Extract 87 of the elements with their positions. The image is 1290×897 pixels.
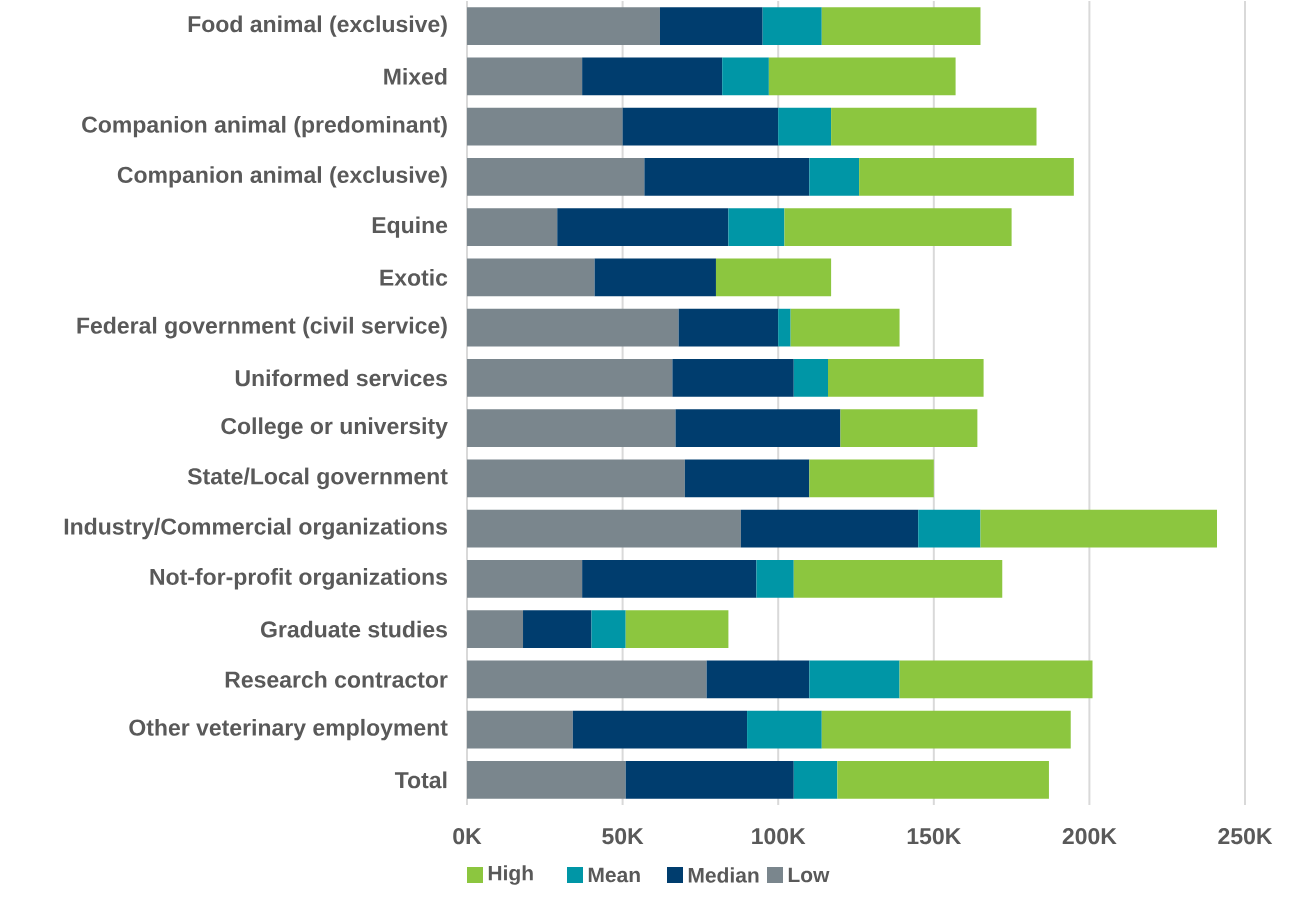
bar	[467, 359, 673, 397]
bar	[809, 660, 900, 699]
bar	[582, 560, 757, 598]
bar	[684, 459, 810, 498]
y-tick-label: Food animal (exclusive)	[188, 15, 447, 37]
y-tick-label: Equine	[372, 216, 448, 238]
bar	[582, 57, 723, 96]
bar	[622, 107, 779, 146]
bar	[809, 459, 934, 498]
x-tick-label: 100K	[752, 828, 806, 845]
bar	[722, 57, 769, 96]
bar	[557, 208, 729, 246]
bar	[828, 359, 984, 397]
x-tick-label: 200K	[1062, 828, 1117, 845]
bar	[778, 308, 791, 347]
bar	[467, 7, 660, 45]
bar	[793, 359, 828, 397]
x-tick-label: 250K	[1218, 828, 1273, 845]
bar	[793, 761, 838, 799]
x-tick-label: 0K	[453, 828, 482, 845]
y-tick-label: Exotic	[380, 268, 448, 286]
bar	[467, 509, 741, 548]
legend-label: Mean	[588, 867, 640, 883]
bar	[523, 610, 592, 648]
bar	[644, 158, 810, 196]
y-tick-label: College or university	[221, 417, 448, 439]
bar	[840, 409, 978, 447]
bar	[467, 660, 707, 699]
bar	[980, 509, 1217, 548]
y-tick-label: Graduate studies	[260, 620, 447, 638]
bar	[793, 560, 1003, 598]
bar	[918, 509, 981, 548]
bar	[899, 660, 1093, 699]
bar	[747, 710, 822, 749]
y-tick-label: Mixed	[384, 67, 447, 85]
bar	[790, 308, 900, 347]
bar	[837, 761, 1049, 799]
x-tick-label: 150K	[907, 828, 962, 845]
bar	[756, 560, 794, 598]
x-tick-label: 50K	[602, 828, 644, 845]
bar	[625, 761, 794, 799]
bar	[831, 107, 1037, 146]
y-tick-label: Uniformed services	[235, 369, 447, 387]
bar	[778, 107, 832, 146]
bar	[821, 7, 981, 45]
bar	[672, 359, 794, 397]
y-tick-label: Federal government (civil service)	[77, 316, 447, 339]
y-tick-label: Companion animal (exclusive)	[117, 166, 447, 188]
y-tick-label: Not-for-profit organizations	[150, 568, 447, 590]
bar	[740, 509, 919, 548]
bar	[762, 7, 822, 45]
bar	[467, 409, 676, 447]
y-tick-label: Companion animal (predominant)	[82, 115, 447, 138]
bar	[467, 208, 558, 246]
bar	[821, 710, 1071, 749]
bar	[859, 158, 1074, 196]
bar	[715, 258, 832, 297]
bar	[467, 258, 595, 297]
bar	[467, 560, 583, 598]
legend-label: Low	[788, 867, 830, 883]
bar	[467, 761, 626, 799]
y-tick-label: Total	[394, 771, 447, 789]
y-tick-label: State/Local government	[187, 467, 448, 490]
bar	[572, 710, 748, 749]
bar	[809, 158, 860, 196]
y-tick-label: Research contractor	[225, 670, 448, 688]
bar	[675, 409, 841, 447]
bar	[467, 57, 583, 96]
bar	[467, 459, 685, 498]
bar	[728, 208, 785, 246]
bar	[625, 610, 729, 648]
bar	[659, 7, 763, 45]
bar	[467, 107, 623, 146]
legend-label: High	[488, 865, 533, 885]
legend-label: Median	[688, 867, 759, 883]
y-tick-label: Industry/Commercial organizations	[64, 517, 447, 540]
bar	[467, 158, 645, 196]
bar	[467, 610, 524, 648]
bar	[768, 57, 956, 96]
bar	[784, 208, 1012, 246]
bar	[678, 308, 779, 347]
bar	[467, 710, 573, 749]
bar	[594, 258, 716, 297]
bar	[467, 308, 679, 347]
bar	[591, 610, 626, 648]
bar	[706, 660, 810, 699]
y-tick-label: Other veterinary employment	[129, 718, 448, 741]
